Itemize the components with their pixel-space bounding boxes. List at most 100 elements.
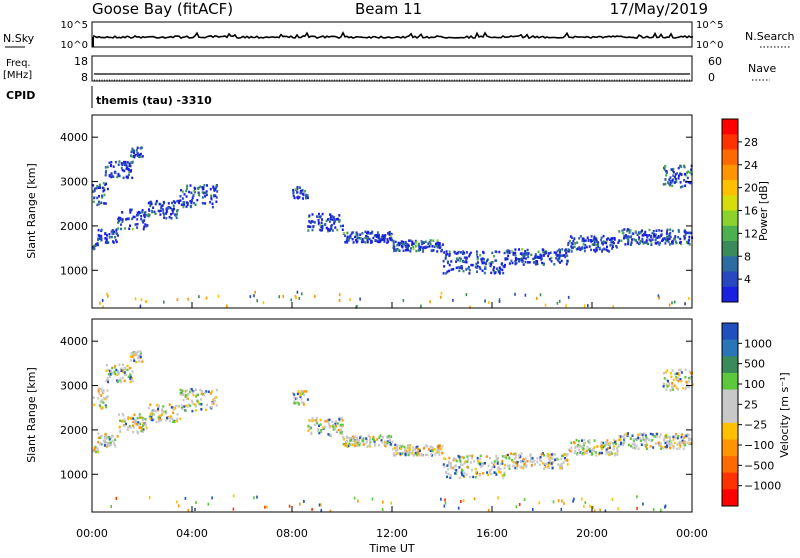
echo-cell xyxy=(178,201,180,205)
echo-cell xyxy=(293,393,296,396)
echo-cell xyxy=(691,383,694,386)
colorbar-segment xyxy=(722,164,738,181)
echo-cell xyxy=(337,428,340,432)
echo-cell xyxy=(206,403,208,407)
echo-cell xyxy=(565,454,568,457)
echo-cell xyxy=(311,228,314,232)
echo-cell xyxy=(185,404,188,407)
echo-cell xyxy=(339,224,342,228)
echo-cell xyxy=(311,507,313,511)
echo-cell xyxy=(461,463,464,467)
echo-cell xyxy=(670,442,673,446)
echo-cell xyxy=(105,405,107,409)
echo-cell xyxy=(126,364,129,368)
echo-cell xyxy=(462,499,465,503)
echo-cell xyxy=(355,241,358,244)
echo-cell xyxy=(454,472,457,475)
echo-cell xyxy=(648,438,651,442)
echo-cell xyxy=(490,262,492,266)
echo-cell xyxy=(386,241,389,244)
echo-cell xyxy=(355,233,358,236)
echo-cell xyxy=(424,240,427,243)
echo-cell xyxy=(129,224,131,227)
echo-cell xyxy=(150,415,153,419)
echo-cell xyxy=(131,217,134,221)
echo-cell xyxy=(138,416,141,419)
echo-cell xyxy=(687,241,690,244)
echo-cell xyxy=(499,471,502,474)
echo-cell xyxy=(591,243,594,246)
echo-cell xyxy=(144,211,147,214)
echo-cell xyxy=(266,505,268,509)
echo-cell xyxy=(145,426,148,430)
echo-cell xyxy=(205,408,207,412)
echo-cell xyxy=(111,174,114,178)
echo-cell xyxy=(93,403,96,406)
echo-cell xyxy=(577,439,580,443)
echo-cell xyxy=(364,241,367,244)
echo-cell xyxy=(163,213,166,216)
echo-cell xyxy=(134,297,137,301)
echo-cell xyxy=(669,446,672,450)
echo-cell xyxy=(581,439,583,442)
echo-cell xyxy=(649,432,652,436)
echo-cell xyxy=(672,435,675,439)
echo-cell xyxy=(523,460,526,464)
echo-cell xyxy=(678,440,681,444)
echo-cell xyxy=(132,426,135,429)
echo-cell xyxy=(338,418,341,421)
echo-cell xyxy=(535,260,538,263)
echo-cell xyxy=(355,436,358,439)
echo-cell xyxy=(379,434,382,437)
echo-cell xyxy=(106,241,109,244)
echo-cell xyxy=(428,245,431,248)
echo-cell xyxy=(463,471,466,474)
echo-cell xyxy=(369,232,372,235)
echo-cell xyxy=(394,453,397,457)
echo-cell xyxy=(169,415,172,418)
echo-cell xyxy=(461,252,464,256)
velocity-ylabel: Slant Range [km] xyxy=(25,367,38,463)
echo-cell xyxy=(465,261,468,264)
echo-cell xyxy=(139,355,142,359)
echo-cell xyxy=(100,387,103,391)
echo-cell xyxy=(689,171,692,174)
echo-cell xyxy=(114,171,117,175)
echo-cell xyxy=(665,436,668,439)
echo-cell xyxy=(298,296,301,300)
echo-cell xyxy=(590,453,593,456)
echo-cell xyxy=(105,169,108,173)
echo-cell xyxy=(163,300,165,304)
echo-cell xyxy=(180,404,183,407)
echo-cell xyxy=(601,451,603,455)
echo-cell xyxy=(113,366,116,369)
echo-cell xyxy=(677,177,680,180)
echo-cell xyxy=(573,441,575,444)
echo-cell xyxy=(409,250,412,253)
ytick-label: 4000 xyxy=(60,131,88,144)
echo-cell xyxy=(668,234,671,238)
echo-cell xyxy=(342,224,344,228)
echo-cell xyxy=(524,457,527,460)
echo-cell xyxy=(645,241,648,245)
echo-cell xyxy=(366,236,368,240)
echo-cell xyxy=(597,245,600,249)
echo-cell xyxy=(611,243,614,247)
echo-cell xyxy=(518,503,521,506)
freq-unit-label: [MHz] xyxy=(3,70,32,81)
echo-cell xyxy=(419,246,422,249)
echo-cell xyxy=(117,217,120,221)
echo-cell xyxy=(560,457,563,461)
echo-cell xyxy=(296,392,299,396)
echo-cell xyxy=(532,257,535,261)
echo-cell xyxy=(180,203,183,206)
echo-cell xyxy=(106,377,109,380)
echo-cell xyxy=(357,499,359,503)
echo-cell xyxy=(463,256,466,259)
echo-cell xyxy=(176,413,179,416)
echo-cell xyxy=(94,244,97,247)
echo-cell xyxy=(570,441,573,445)
echo-cell xyxy=(581,446,584,449)
echo-cell xyxy=(311,417,314,420)
echo-cell xyxy=(214,399,217,403)
